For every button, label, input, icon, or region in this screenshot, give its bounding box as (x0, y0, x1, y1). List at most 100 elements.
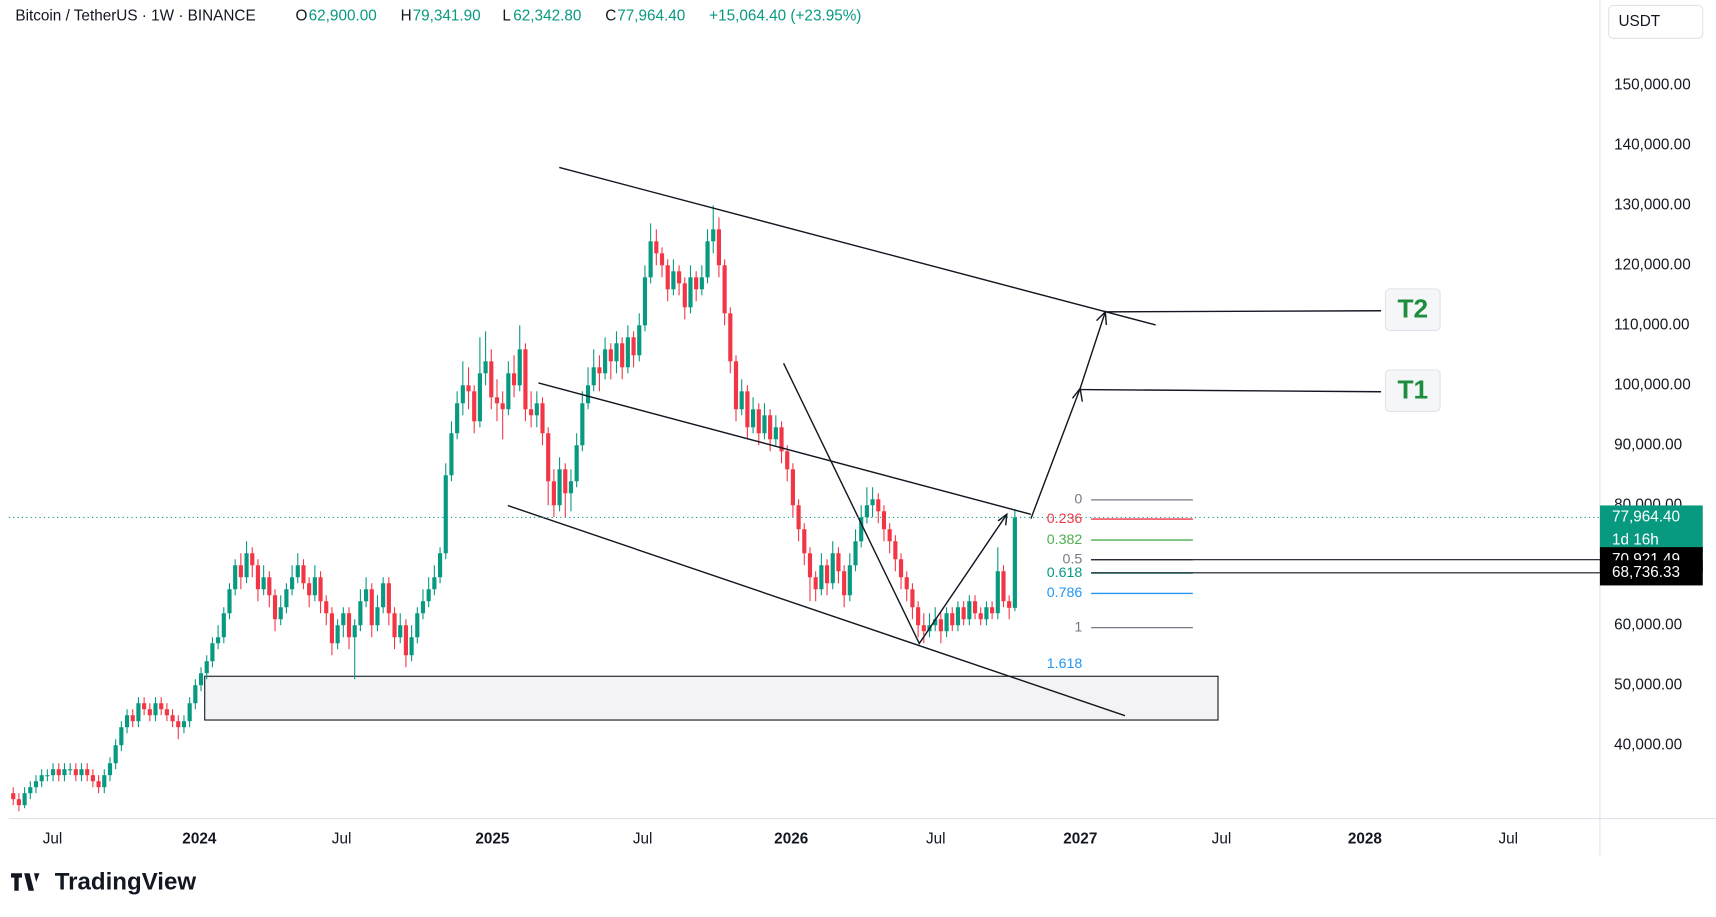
x-tick-label: Jul (332, 830, 352, 847)
candle-body (28, 787, 33, 794)
currency-box[interactable] (1608, 4, 1704, 39)
candle-body (614, 343, 619, 362)
candle-body (284, 589, 289, 608)
candle-body (381, 583, 386, 608)
candle-body (472, 391, 477, 422)
currency[interactable]: USDT (1619, 13, 1661, 30)
candle-body (267, 577, 272, 596)
candle-body (16, 799, 21, 806)
candle-body (460, 385, 465, 404)
ohlc-key: O (296, 7, 308, 24)
candle-body (227, 589, 232, 614)
candle-body (813, 577, 818, 590)
candle-body (466, 385, 471, 392)
trend-line (538, 382, 1032, 515)
candle-body (324, 601, 329, 614)
candle-body (119, 727, 124, 746)
candle-body (830, 553, 835, 584)
candle-body (585, 385, 591, 404)
y-tick-label: 60,000.00 (1614, 616, 1682, 633)
candle-body (944, 613, 949, 632)
candle-body (255, 565, 261, 590)
candle-body (842, 571, 847, 596)
candle-body (489, 361, 494, 398)
candle-body (363, 589, 369, 602)
candle-body (335, 625, 340, 644)
candle-body (494, 397, 500, 404)
candle-body (221, 613, 226, 638)
candle-body (318, 577, 323, 602)
candle-body (716, 229, 722, 266)
candle-body (745, 391, 750, 428)
candle-body (933, 619, 938, 626)
candle-body (198, 673, 204, 686)
candle-body (807, 553, 813, 578)
arrow-head (1071, 386, 1084, 402)
candle-body (762, 415, 767, 434)
candle-body (437, 553, 443, 578)
candle-body (147, 709, 152, 716)
candle-body (796, 505, 801, 530)
candle-body (779, 427, 784, 452)
candle-body (142, 703, 147, 710)
candle-body (233, 565, 238, 590)
x-tick-label: 2028 (1348, 830, 1383, 847)
candle-body (295, 565, 300, 578)
candle-body (682, 283, 687, 308)
candle-body (711, 229, 716, 242)
candle-body (511, 373, 517, 386)
x-tick-label: 2026 (774, 830, 808, 847)
candle-body (483, 361, 488, 374)
target-line (1105, 310, 1382, 313)
candle-body (136, 703, 141, 722)
candle-body (130, 715, 135, 722)
fib-label: 1.618 (1047, 656, 1083, 672)
candle-body (477, 373, 482, 422)
candle-body (193, 685, 198, 704)
candle-body (11, 793, 16, 800)
candle-body (176, 721, 181, 728)
candle-body (995, 571, 1000, 614)
candle-body (870, 499, 875, 506)
candle-body (574, 445, 579, 482)
ohlc-value: 79,341.90 (413, 7, 481, 24)
candle-body (824, 565, 830, 584)
candle-body (426, 589, 431, 602)
candle-body (358, 601, 363, 626)
projection-path (1030, 311, 1106, 519)
candle-body (529, 409, 534, 416)
candle-body (210, 643, 215, 662)
x-tick-label: Jul (633, 830, 653, 847)
candle-body (859, 517, 864, 542)
candle-body (864, 505, 869, 518)
candle-body (972, 601, 978, 614)
candle-body (278, 607, 283, 620)
candle-body (802, 529, 807, 554)
candle-body (739, 391, 744, 410)
candle-body (33, 781, 39, 788)
y-tick-label: 100,000.00 (1614, 376, 1691, 393)
target-label: T1 (1397, 375, 1428, 405)
candle-body (392, 613, 397, 638)
ohlc-value: 62,342.80 (513, 7, 581, 24)
candle-body (705, 241, 710, 278)
y-tick-label: 90,000.00 (1614, 436, 1682, 453)
candle-body (847, 565, 852, 596)
plot (11, 205, 1017, 812)
x-tick-label: Jul (1499, 830, 1519, 847)
x-tick-label: 2027 (1063, 830, 1097, 847)
candle-body (352, 625, 357, 638)
candle-body (375, 607, 380, 626)
candle-body (68, 769, 73, 771)
fib-label: 0.236 (1047, 511, 1083, 527)
candle-body (631, 337, 636, 356)
candle-body (608, 349, 613, 362)
target-box (1384, 369, 1441, 412)
candle-body (443, 475, 448, 554)
candle-body (876, 499, 881, 512)
ohlc-key: H (401, 7, 412, 24)
candle-body (659, 253, 665, 266)
candle-body (728, 313, 733, 362)
trend-line (507, 504, 1126, 717)
candle-body (39, 775, 44, 782)
